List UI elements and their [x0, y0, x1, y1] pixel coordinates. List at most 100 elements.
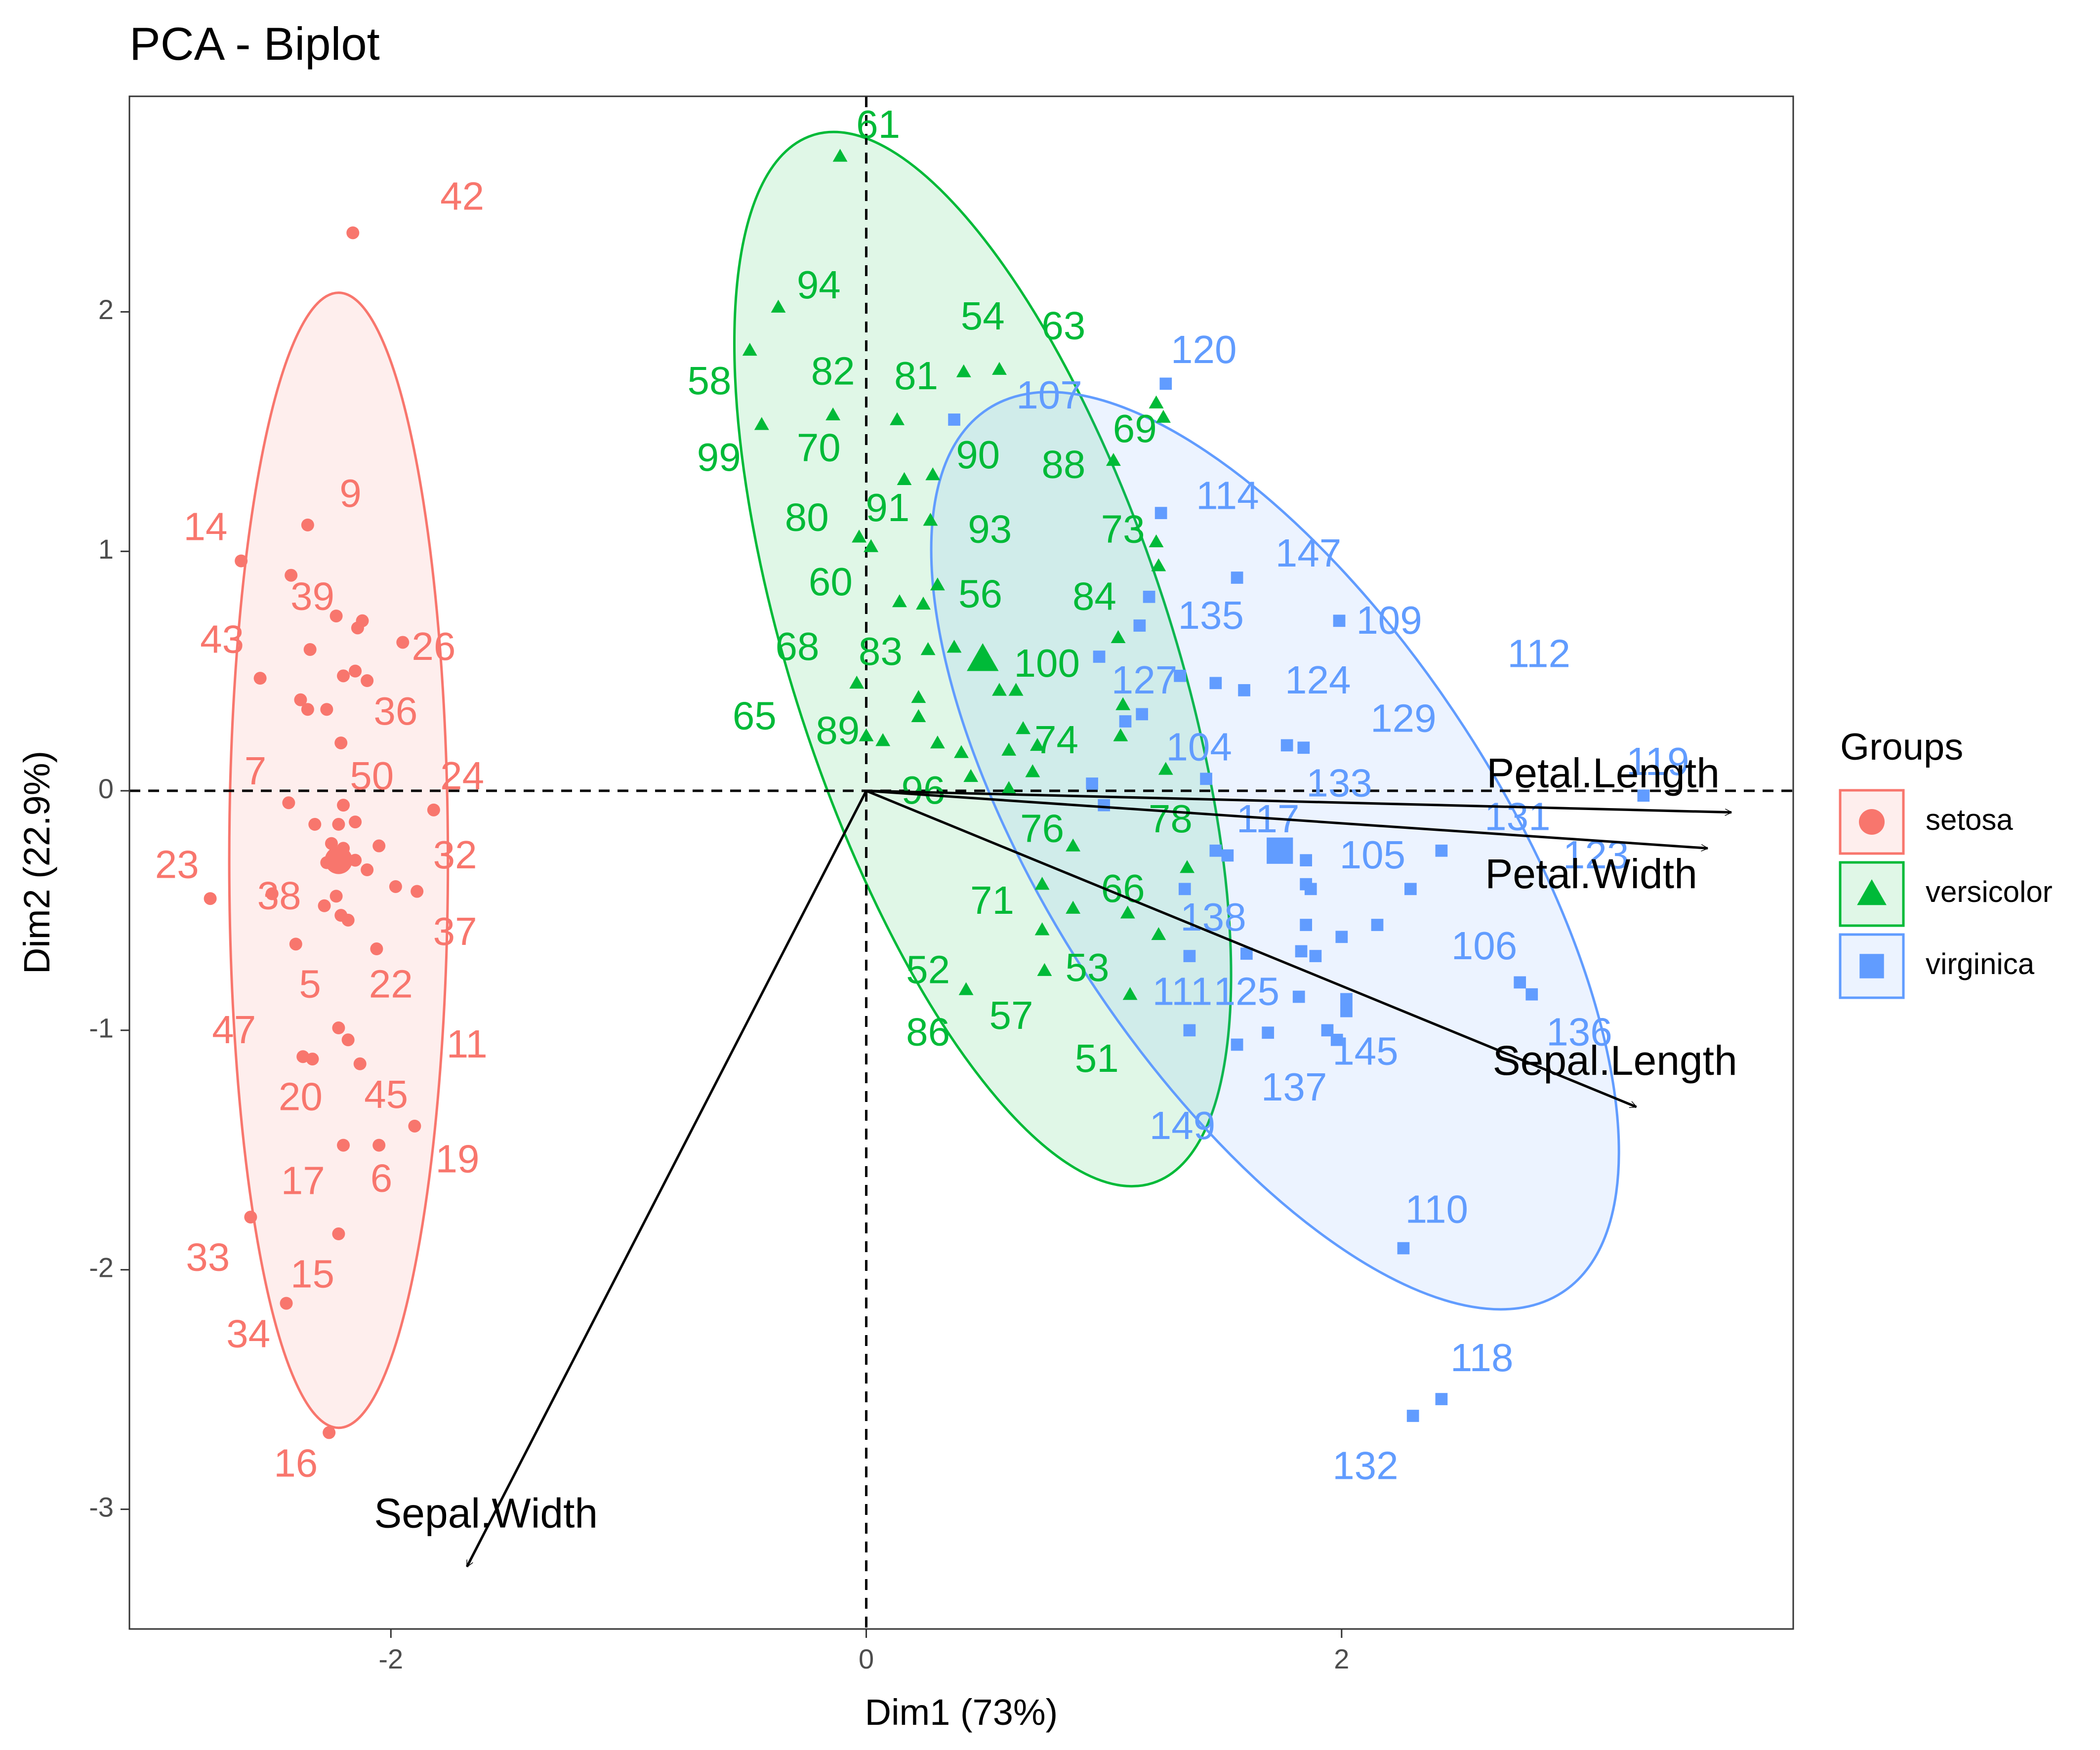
y-tick-label: 1 [98, 533, 114, 565]
versicolor-point [890, 412, 905, 425]
versicolor-point [1156, 409, 1171, 423]
virginica-point [1183, 950, 1196, 962]
virginica-point [1333, 614, 1346, 627]
versicolor-point-label: 96 [902, 768, 946, 812]
versicolor-point-label: 94 [797, 263, 841, 307]
versicolor-point-label: 57 [989, 993, 1033, 1037]
versicolor-point [852, 529, 867, 543]
versicolor-point [1034, 877, 1050, 890]
versicolor-point [859, 728, 874, 741]
setosa-point [389, 880, 402, 893]
virginica-point [1136, 708, 1149, 721]
versicolor-legend-label: versicolor [1926, 875, 2053, 908]
setosa-point [372, 839, 386, 853]
setosa-point [294, 693, 307, 706]
setosa-point [341, 913, 355, 927]
versicolor-point [920, 642, 936, 655]
setosa-point-label: 17 [281, 1158, 325, 1202]
legend: Groups setosa versicolor virginica [1839, 726, 2053, 999]
virginica-point [1525, 988, 1538, 1001]
setosa-point [361, 674, 374, 688]
setosa-point-label: 7 [245, 749, 267, 793]
setosa-point [396, 636, 410, 649]
setosa-point-label: 45 [364, 1072, 408, 1116]
setosa-point [372, 1139, 386, 1152]
setosa-point [329, 890, 343, 903]
versicolor-point-label: 51 [1075, 1036, 1119, 1080]
virginica-point-label: 107 [1016, 373, 1082, 417]
setosa-point [301, 703, 314, 716]
virginica-point [1280, 739, 1293, 752]
point-labels: 42 9 14 39 43 26 36 7 50 24 23 32 38 37 5 22 47 11 20 45 19 1… [155, 102, 1689, 1487]
variable-arrow [865, 789, 1637, 1108]
virginica-point-label: 106 [1451, 924, 1517, 968]
versicolor-point-label: 54 [961, 294, 1005, 338]
virginica-point-label: 138 [1180, 895, 1246, 939]
virginica-point [1133, 619, 1146, 632]
versicolor-point [1037, 963, 1052, 976]
versicolor-point-label: 83 [859, 629, 903, 673]
setosa-point [280, 1297, 293, 1310]
virginica-point [1435, 844, 1448, 857]
versicolor-point-label: 82 [811, 349, 855, 393]
virginica-point [1304, 883, 1317, 895]
virginica-point [1295, 945, 1308, 958]
versicolor-point-label: 76 [1020, 807, 1064, 851]
virginica-point-label: 112 [1507, 632, 1570, 676]
versicolor-point [954, 745, 969, 758]
setosa-point [332, 1227, 345, 1241]
setosa-point [353, 1057, 367, 1070]
setosa-point [303, 643, 317, 656]
versicolor-point-label: 93 [968, 507, 1012, 551]
versicolor-point-label: 81 [894, 354, 938, 398]
versicolor-point [963, 769, 979, 782]
setosa-point-label: 43 [200, 617, 244, 661]
virginica-point-label: 105 [1340, 833, 1405, 877]
setosa-point-label: 5 [299, 962, 321, 1006]
versicolor-point-label: 71 [970, 878, 1014, 922]
virginica-point [1404, 883, 1417, 895]
virginica-point-label: 147 [1276, 531, 1341, 575]
versicolor-point [832, 149, 848, 162]
setosa-point [337, 669, 350, 683]
versicolor-point [958, 982, 974, 995]
versicolor-point [911, 690, 926, 703]
versicolor-point [925, 467, 941, 481]
versicolor-point-label: 80 [785, 495, 829, 539]
versicolor-point [742, 342, 757, 356]
versicolor-point [923, 513, 938, 526]
y-tick-label: 0 [98, 773, 114, 804]
virginica-point [1335, 931, 1348, 943]
virginica-point-label: 111 [1153, 969, 1213, 1013]
virginica-point [1209, 844, 1222, 857]
versicolor-point [992, 362, 1007, 375]
virginica-point [1174, 669, 1187, 682]
x-tick-label: -2 [378, 1643, 403, 1674]
versicolor-point-label: 100 [1014, 641, 1079, 685]
versicolor-point [897, 472, 912, 485]
y-axis-title: Dim2 (22.9%) [16, 751, 57, 974]
versicolor-point [1008, 683, 1024, 696]
versicolor-point-label: 61 [856, 102, 900, 146]
setosa-point [244, 1211, 257, 1224]
versicolor-point [911, 709, 926, 722]
versicolor-point-label: 65 [733, 694, 777, 738]
x-tick-label: 0 [859, 1643, 874, 1674]
setosa-point [349, 815, 362, 829]
versicolor-point-label: 99 [697, 435, 741, 479]
setosa-point-label: 22 [369, 962, 413, 1006]
variable-label: Petal.Length [1486, 750, 1720, 796]
axes: -2 0 2 -3 -2 -1 0 1 2 [89, 294, 1349, 1674]
setosa-point-label: 26 [412, 624, 455, 668]
setosa-point-label: 16 [274, 1441, 318, 1485]
versicolor-point [992, 683, 1007, 696]
individual-points [204, 149, 1650, 1439]
setosa-point [351, 621, 364, 635]
setosa-point-label: 11 [447, 1022, 488, 1066]
versicolor-point-label: 84 [1072, 574, 1116, 618]
versicolor-point [1151, 558, 1166, 571]
setosa-point-label: 39 [290, 574, 334, 618]
versicolor-point [1066, 838, 1081, 852]
virginica-point-label: 120 [1171, 327, 1236, 371]
